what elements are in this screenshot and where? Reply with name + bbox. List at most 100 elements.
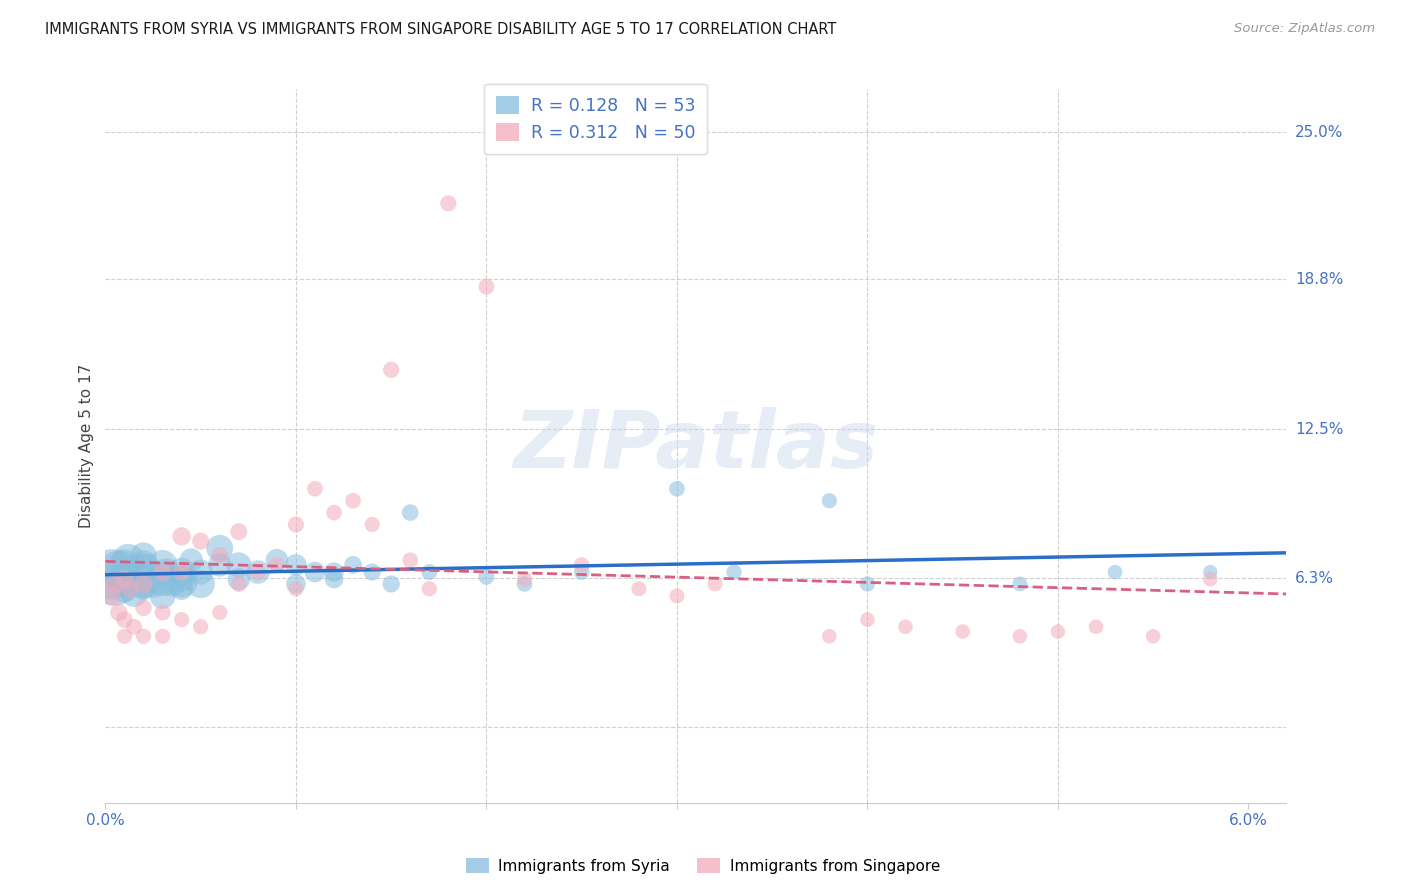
- Point: [132, 549, 155, 563]
- Point: [132, 574, 155, 589]
- Point: [152, 606, 174, 620]
- Point: [155, 565, 177, 579]
- Point: [152, 589, 174, 603]
- Point: [418, 565, 440, 579]
- Point: [170, 613, 193, 627]
- Point: [818, 493, 841, 508]
- Point: [323, 572, 346, 586]
- Point: [107, 606, 129, 620]
- Point: [132, 558, 155, 572]
- Legend: Immigrants from Syria, Immigrants from Singapore: Immigrants from Syria, Immigrants from S…: [460, 852, 946, 880]
- Point: [114, 582, 136, 596]
- Point: [142, 577, 165, 591]
- Point: [266, 558, 288, 572]
- Point: [818, 629, 841, 643]
- Point: [284, 577, 307, 591]
- Point: [190, 620, 212, 634]
- Legend: R = 0.128   N = 53, R = 0.312   N = 50: R = 0.128 N = 53, R = 0.312 N = 50: [484, 84, 707, 154]
- Point: [1046, 624, 1069, 639]
- Point: [571, 565, 593, 579]
- Text: 25.0%: 25.0%: [1295, 125, 1343, 139]
- Point: [132, 577, 155, 591]
- Point: [513, 572, 536, 586]
- Point: [246, 565, 269, 579]
- Point: [152, 558, 174, 572]
- Point: [380, 363, 402, 377]
- Point: [1199, 572, 1222, 586]
- Point: [190, 534, 212, 549]
- Point: [399, 506, 422, 520]
- Point: [228, 572, 250, 586]
- Point: [160, 577, 183, 591]
- Text: 18.8%: 18.8%: [1295, 272, 1343, 287]
- Point: [266, 553, 288, 567]
- Point: [104, 577, 127, 591]
- Point: [122, 620, 145, 634]
- Y-axis label: Disability Age 5 to 17: Disability Age 5 to 17: [79, 364, 94, 528]
- Point: [208, 541, 231, 556]
- Point: [304, 565, 326, 579]
- Text: Source: ZipAtlas.com: Source: ZipAtlas.com: [1234, 22, 1375, 36]
- Point: [571, 558, 593, 572]
- Point: [723, 565, 745, 579]
- Point: [1104, 565, 1126, 579]
- Point: [122, 570, 145, 584]
- Point: [170, 565, 193, 579]
- Point: [437, 196, 460, 211]
- Text: 12.5%: 12.5%: [1295, 422, 1343, 437]
- Point: [122, 586, 145, 600]
- Point: [399, 553, 422, 567]
- Point: [627, 582, 650, 596]
- Point: [1008, 629, 1031, 643]
- Point: [380, 577, 402, 591]
- Point: [208, 549, 231, 563]
- Point: [1008, 577, 1031, 591]
- Point: [132, 565, 155, 579]
- Point: [228, 524, 250, 539]
- Point: [856, 577, 879, 591]
- Point: [1142, 629, 1164, 643]
- Point: [132, 582, 155, 596]
- Point: [665, 589, 688, 603]
- Point: [894, 620, 917, 634]
- Point: [104, 577, 127, 591]
- Point: [114, 613, 136, 627]
- Point: [107, 563, 129, 577]
- Point: [513, 577, 536, 591]
- Point: [228, 558, 250, 572]
- Point: [284, 582, 307, 596]
- Text: IMMIGRANTS FROM SYRIA VS IMMIGRANTS FROM SINGAPORE DISABILITY AGE 5 TO 17 CORREL: IMMIGRANTS FROM SYRIA VS IMMIGRANTS FROM…: [45, 22, 837, 37]
- Point: [114, 629, 136, 643]
- Point: [1199, 565, 1222, 579]
- Point: [170, 572, 193, 586]
- Point: [100, 567, 122, 582]
- Point: [342, 558, 364, 572]
- Point: [246, 565, 269, 579]
- Point: [856, 613, 879, 627]
- Point: [952, 624, 974, 639]
- Point: [100, 589, 122, 603]
- Point: [208, 606, 231, 620]
- Point: [228, 577, 250, 591]
- Point: [180, 553, 202, 567]
- Point: [665, 482, 688, 496]
- Point: [475, 570, 498, 584]
- Text: ZIPatlas: ZIPatlas: [513, 407, 879, 485]
- Point: [120, 582, 142, 596]
- Point: [132, 629, 155, 643]
- Point: [284, 558, 307, 572]
- Point: [208, 558, 231, 572]
- Point: [152, 572, 174, 586]
- Point: [114, 558, 136, 572]
- Point: [170, 529, 193, 543]
- Point: [114, 572, 136, 586]
- Point: [342, 493, 364, 508]
- Point: [114, 572, 136, 586]
- Point: [361, 565, 384, 579]
- Point: [304, 482, 326, 496]
- Point: [170, 582, 193, 596]
- Point: [190, 577, 212, 591]
- Point: [170, 565, 193, 579]
- Point: [704, 577, 727, 591]
- Point: [152, 629, 174, 643]
